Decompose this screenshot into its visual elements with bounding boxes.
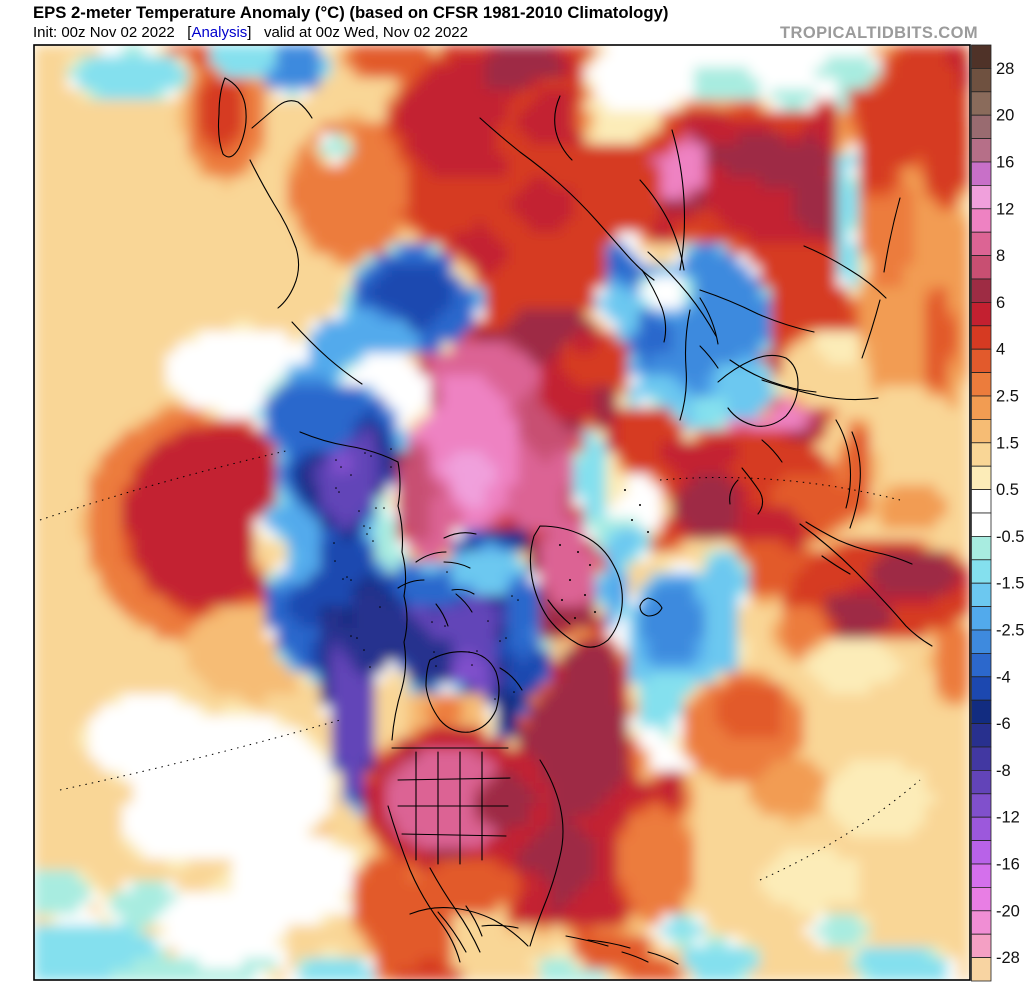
svg-text:-20: -20 — [996, 902, 1020, 920]
svg-text:6: 6 — [996, 294, 1005, 312]
svg-text:-12: -12 — [996, 809, 1020, 827]
svg-text:28: 28 — [996, 60, 1014, 78]
svg-text:-2.5: -2.5 — [996, 622, 1024, 640]
svg-text:-4: -4 — [996, 668, 1011, 686]
svg-text:4: 4 — [996, 341, 1005, 359]
svg-text:12: 12 — [996, 200, 1014, 218]
svg-text:2.5: 2.5 — [996, 388, 1019, 406]
svg-text:-8: -8 — [996, 762, 1011, 780]
svg-text:-6: -6 — [996, 715, 1011, 733]
svg-text:8: 8 — [996, 247, 1005, 265]
svg-text:20: 20 — [996, 107, 1014, 125]
svg-text:0.5: 0.5 — [996, 481, 1019, 499]
svg-text:-16: -16 — [996, 856, 1020, 874]
svg-text:-28: -28 — [996, 949, 1020, 967]
svg-text:-1.5: -1.5 — [996, 575, 1024, 593]
svg-text:16: 16 — [996, 154, 1014, 172]
svg-text:-0.5: -0.5 — [996, 528, 1024, 546]
svg-text:1.5: 1.5 — [996, 434, 1019, 452]
